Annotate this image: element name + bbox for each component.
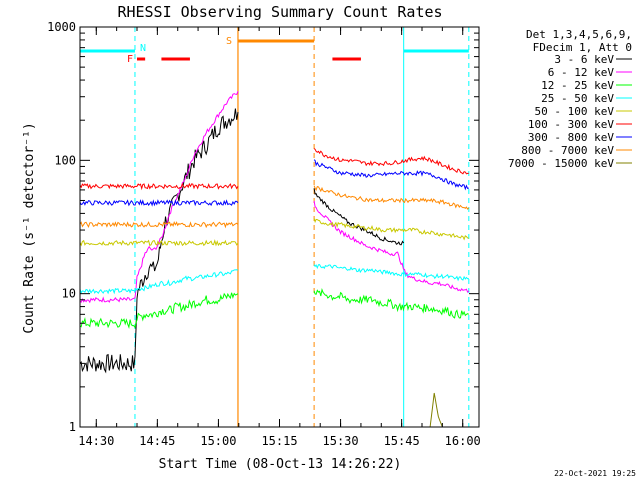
series-line-100-300-kev: [313, 148, 469, 175]
legend-entry-label: 7000 - 15000 keV: [508, 157, 614, 170]
y-tick-label: 1000: [47, 20, 76, 34]
y-axis-label: Count Rate (s⁻¹ detector⁻¹): [22, 122, 37, 333]
x-tick-label: 15:00: [200, 434, 236, 448]
series-line-50-100-kev: [79, 239, 239, 247]
series-line-800-7000-kev: [79, 220, 239, 229]
x-tick-label: 14:45: [139, 434, 175, 448]
legend-entry-label: 50 - 100 keV: [535, 105, 615, 118]
legend-entry-label: 3 - 6 keV: [554, 53, 614, 66]
series-line-12-25-kev: [313, 288, 470, 319]
plot-area: NF S: [79, 27, 470, 428]
series-line-300-800-kev: [79, 199, 239, 207]
footer-date-stamp: 22-Oct-2021 19:25: [554, 469, 636, 478]
series-line-3-6-kev: [313, 188, 405, 246]
legend-entry-label: 300 - 800 keV: [528, 131, 614, 144]
series-line-25-50-kev: [313, 264, 469, 282]
x-axis: 14:30 14:45 15:00 15:15 15:30 15:45 16:00: [78, 27, 481, 448]
series-line-6-12-kev: [313, 200, 470, 294]
x-tick-label: 16:00: [445, 434, 481, 448]
y-tick-label: 1: [69, 420, 76, 434]
series-line-25-50-kev: [79, 269, 239, 295]
chart-title: RHESSI Observing Summary Count Rates: [117, 3, 442, 21]
legend: Det 1,3,4,5,6,9,FDecim 1, Att 03 - 6 keV…: [508, 28, 632, 170]
legend-entry-label: 25 - 50 keV: [541, 92, 614, 105]
series-line-300-800-kev: [313, 159, 469, 191]
x-tick-label: 15:30: [323, 434, 359, 448]
legend-entry-label: 12 - 25 keV: [541, 79, 614, 92]
flag-label-n: N: [140, 43, 146, 54]
legend-entry-label: 100 - 300 keV: [528, 118, 614, 131]
series-line-50-100-kev: [313, 218, 469, 241]
flag-label-f: F: [127, 54, 133, 65]
legend-header: FDecim 1, Att 0: [533, 41, 632, 54]
plot-frame: [79, 26, 480, 428]
series-line-100-300-kev: [79, 182, 239, 191]
series-line-12-25-kev: [79, 292, 239, 329]
x-tick-label: 15:15: [261, 434, 297, 448]
x-axis-label: Start Time (08-Oct-13 14:26:22): [159, 457, 402, 472]
flag-label-s: S: [226, 36, 232, 47]
series-line-6-12-kev: [79, 91, 239, 304]
legend-entry-label: 6 - 12 keV: [548, 66, 615, 79]
series-line-800-7000-kev: [313, 185, 470, 210]
y-tick-label: 10: [62, 287, 76, 301]
y-tick-label: 100: [54, 153, 76, 167]
legend-entry-label: 800 - 7000 keV: [521, 144, 614, 157]
x-tick-label: 14:30: [78, 434, 114, 448]
x-tick-label: 15:45: [384, 434, 420, 448]
legend-header: Det 1,3,4,5,6,9,: [526, 28, 632, 41]
y-axis: 1 10 100 1000: [47, 20, 479, 434]
series-line-7000-15000-kev: [405, 392, 447, 428]
series-line-3-6-kev: [79, 108, 239, 374]
